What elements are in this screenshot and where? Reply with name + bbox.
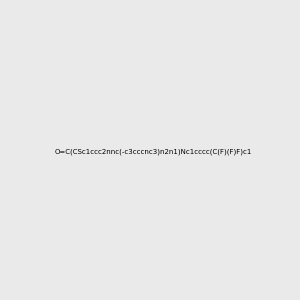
Text: O=C(CSc1ccc2nnc(-c3cccnc3)n2n1)Nc1cccc(C(F)(F)F)c1: O=C(CSc1ccc2nnc(-c3cccnc3)n2n1)Nc1cccc(C… <box>55 148 252 155</box>
